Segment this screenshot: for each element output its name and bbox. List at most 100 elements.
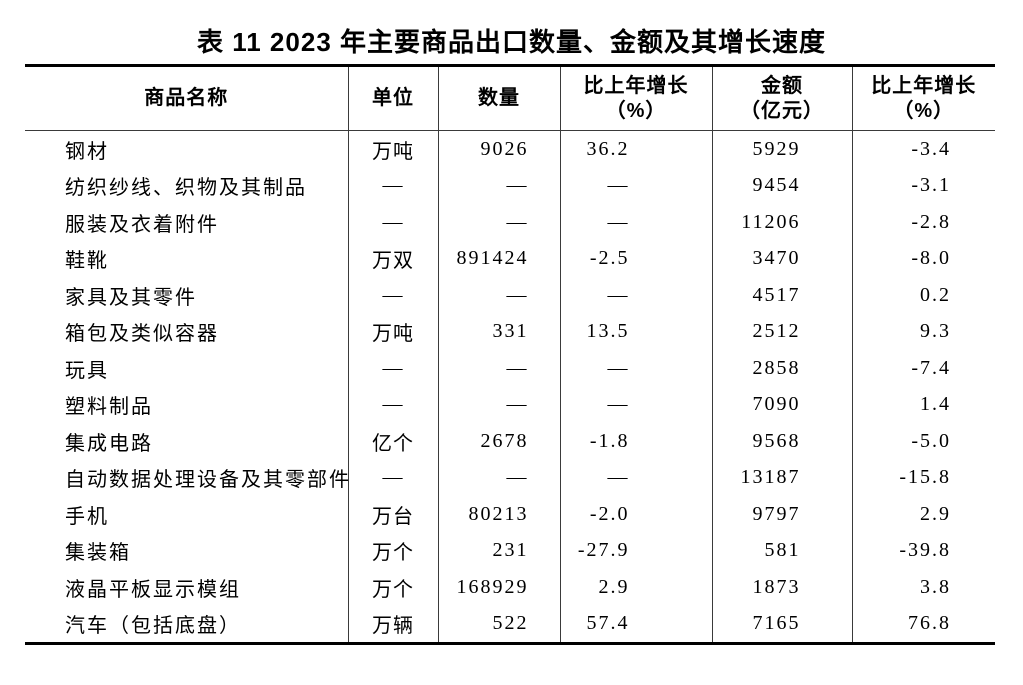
- header-amount: 金额 （亿元）: [711, 65, 852, 131]
- table-row: 手机 万台 80213 -2.0 9797 2.9: [25, 496, 995, 533]
- quantity-cell: —: [437, 386, 560, 423]
- quantity-growth-cell: —: [559, 459, 712, 496]
- commodity-name-cell: 手机: [65, 505, 109, 528]
- unit-cell: 万个: [347, 569, 438, 606]
- amount-growth-cell: -39.8: [851, 532, 995, 569]
- commodity-name-cell: 箱包及类似容器: [65, 323, 219, 346]
- quantity-growth-cell: —: [559, 350, 712, 387]
- commodity-name-cell: 鞋靴: [65, 250, 109, 273]
- amount-growth-cell: 1.4: [851, 386, 995, 423]
- amount-cell: 9454: [711, 167, 852, 204]
- quantity-growth-cell: 13.5: [559, 313, 712, 350]
- header-row: 商品名称 单位 数量 比上年增长 （%） 金额 （亿元） 比上年增长: [25, 65, 995, 131]
- unit-cell: 万双: [347, 240, 438, 277]
- table-title: 表 11 2023 年主要商品出口数量、金额及其增长速度: [197, 27, 826, 57]
- amount-cell: 1873: [711, 569, 852, 606]
- amount-growth-cell: 3.8: [851, 569, 995, 606]
- commodity-name-cell: 纺织纱线、织物及其制品: [65, 177, 307, 200]
- unit-cell: 万吨: [347, 313, 438, 350]
- unit-cell: —: [347, 277, 438, 314]
- header-quantity-growth: 比上年增长 （%）: [559, 65, 712, 131]
- table-row: 汽车（包括底盘） 万辆 522 57.4 7165 76.8: [25, 605, 995, 644]
- amount-growth-cell: -15.8: [851, 459, 995, 496]
- header-label: 比上年增长: [583, 74, 689, 97]
- unit-cell: 万辆: [347, 605, 438, 644]
- unit-cell: —: [347, 459, 438, 496]
- amount-growth-cell: -7.4: [851, 350, 995, 387]
- amount-growth-cell: 2.9: [851, 496, 995, 533]
- quantity-cell: 331: [437, 313, 560, 350]
- table-row: 家具及其零件 — — —4517 0.2: [25, 277, 995, 314]
- header-label: 数量: [478, 87, 520, 109]
- quantity-cell: —: [437, 204, 560, 241]
- table-row: 集成电路 亿个 2678 -1.8 9568 -5.0: [25, 423, 995, 460]
- commodity-name-cell: 玩具: [65, 359, 109, 382]
- table-row: 箱包及类似容器 万吨 331 13.5 2512 9.3: [25, 313, 995, 350]
- commodity-name-cell: 自动数据处理设备及其零部件: [65, 469, 351, 492]
- amount-growth-cell: -2.8: [851, 204, 995, 241]
- amount-growth-cell: -3.4: [851, 130, 995, 168]
- table-row: 纺织纱线、织物及其制品 — — —9454 -3.1: [25, 167, 995, 204]
- unit-cell: —: [347, 350, 438, 387]
- quantity-cell: 80213: [437, 496, 560, 533]
- quantity-growth-cell: —: [559, 167, 712, 204]
- table-body: 钢材 万吨 9026 36.2 5929 -3.4 纺织纱线、织物及其制品 — — —9454 -3…: [25, 130, 995, 644]
- unit-cell: —: [347, 167, 438, 204]
- quantity-cell: 168929: [437, 569, 560, 606]
- header-sublabel: （%）: [893, 99, 955, 122]
- table-row: 自动数据处理设备及其零部件 — — —13187 -15.8: [25, 459, 995, 496]
- quantity-growth-cell: 57.4: [559, 605, 712, 644]
- amount-growth-cell: -8.0: [851, 240, 995, 277]
- amount-growth-cell: 76.8: [851, 605, 995, 644]
- table-row: 塑料制品 — — —7090 1.4: [25, 386, 995, 423]
- header-label: 商品名称: [144, 87, 229, 109]
- quantity-cell: —: [437, 350, 560, 387]
- quantity-cell: —: [437, 277, 560, 314]
- table-header: 商品名称 单位 数量 比上年增长 （%） 金额 （亿元） 比上年增长: [25, 65, 995, 131]
- table-row: 钢材 万吨 9026 36.2 5929 -3.4: [25, 130, 995, 168]
- quantity-cell: 231: [437, 532, 560, 569]
- quantity-growth-cell: 36.2: [559, 130, 712, 168]
- amount-cell: 7165: [711, 605, 852, 644]
- quantity-growth-cell: —: [559, 204, 712, 241]
- header-unit: 单位: [347, 65, 438, 131]
- quantity-cell: —: [437, 459, 560, 496]
- amount-cell: 7090: [711, 386, 852, 423]
- unit-cell: —: [347, 386, 438, 423]
- header-sublabel: （%）: [605, 99, 667, 122]
- table-row: 服装及衣着附件 — — —11206 -2.8: [25, 204, 995, 241]
- amount-cell: 5929: [711, 130, 852, 168]
- amount-growth-cell: 0.2: [851, 277, 995, 314]
- table-row: 液晶平板显示模组 万个 168929 2.9 1873 3.8: [25, 569, 995, 606]
- table-row: 鞋靴 万双 891424 -2.5 3470 -8.0: [25, 240, 995, 277]
- header-label: 金额: [761, 74, 803, 97]
- quantity-growth-cell: -2.0: [559, 496, 712, 533]
- amount-cell: 9797: [711, 496, 852, 533]
- quantity-growth-cell: —: [559, 386, 712, 423]
- commodity-name-cell: 液晶平板显示模组: [65, 578, 241, 601]
- header-sublabel: （亿元）: [740, 99, 824, 122]
- amount-cell: 9568: [711, 423, 852, 460]
- quantity-cell: 522: [437, 605, 560, 644]
- commodity-name-cell: 集装箱: [65, 542, 131, 565]
- quantity-growth-cell: -1.8: [559, 423, 712, 460]
- amount-cell: 3470: [711, 240, 852, 277]
- amount-growth-cell: -5.0: [851, 423, 995, 460]
- commodity-name-cell: 钢材: [65, 140, 109, 163]
- amount-growth-cell: -3.1: [851, 167, 995, 204]
- quantity-cell: 9026: [437, 130, 560, 168]
- table-row: 集装箱 万个 231 -27.9 581 -39.8: [25, 532, 995, 569]
- unit-cell: 万吨: [347, 130, 438, 168]
- quantity-growth-cell: 2.9: [559, 569, 712, 606]
- commodity-name-cell: 集成电路: [65, 432, 153, 455]
- header-commodity-name: 商品名称: [25, 65, 348, 131]
- quantity-growth-cell: -27.9: [559, 532, 712, 569]
- quantity-cell: 891424: [437, 240, 560, 277]
- header-label: 单位: [372, 87, 414, 109]
- commodity-name-cell: 塑料制品: [65, 396, 153, 419]
- amount-cell: 581: [711, 532, 852, 569]
- amount-cell: 2858: [711, 350, 852, 387]
- amount-growth-cell: 9.3: [851, 313, 995, 350]
- export-commodities-table: 商品名称 单位 数量 比上年增长 （%） 金额 （亿元） 比上年增长: [25, 64, 995, 645]
